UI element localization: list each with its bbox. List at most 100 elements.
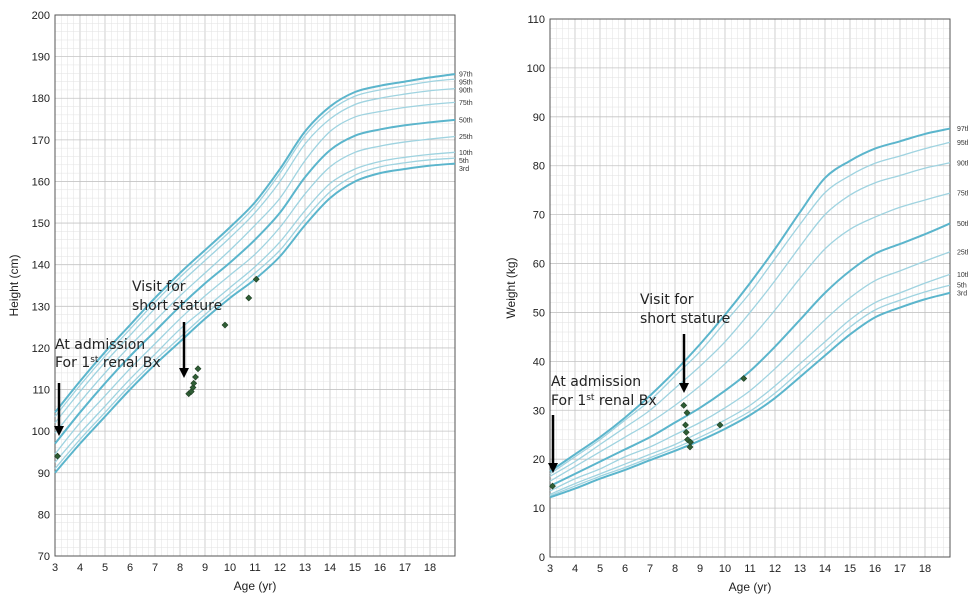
height-chart-percentile-label: 90th [459, 88, 473, 95]
height-chart-arrow-admission-head [54, 426, 64, 436]
height-chart-curve-97th [54, 73, 456, 414]
height-chart-y-tick-label: 190 [32, 52, 50, 64]
height-chart-x-axis-label: Age (yr) [234, 579, 277, 593]
height-chart-y-tick-label: 70 [38, 551, 50, 563]
weight-chart-percentile-label: 95th [957, 140, 968, 147]
height-chart-arrow-visit-head [179, 368, 189, 378]
height-chart-percentile-label: 97th [459, 72, 473, 79]
weight-chart-y-axis-label: Weight (kg) [504, 257, 518, 318]
height-chart-x-tick-label: 14 [324, 562, 336, 574]
height-chart-annotation-visit-line1: Visit for [132, 279, 186, 295]
weight-chart-x-tick-label: 15 [844, 563, 856, 575]
weight-chart-x-tick-label: 12 [769, 563, 781, 575]
height-chart-percentile-label: 25th [459, 134, 473, 141]
height-chart-grid [54, 14, 456, 557]
height-chart-curve-5th [54, 157, 456, 470]
weight-chart-x-ticks: 3 4 5 6 7 8 9 10 11 12 13 14 15 16 17 18 [547, 563, 931, 575]
height-chart-y-tick-label: 150 [32, 218, 50, 230]
weight-chart-x-tick-label: 11 [744, 563, 755, 575]
height-chart-y-tick-label: 100 [32, 426, 50, 438]
weight-chart-x-tick-label: 10 [719, 563, 731, 575]
height-chart-y-tick-label: 160 [32, 176, 50, 188]
weight-chart-x-tick-label: 16 [869, 563, 881, 575]
height-chart-data-point [192, 373, 199, 381]
weight-chart-data-point [683, 409, 691, 417]
height-chart-x-tick-label: 7 [152, 562, 158, 574]
height-chart-y-tick-label: 110 [32, 385, 50, 397]
height-chart-curve-50th [54, 118, 456, 445]
weight-chart-y-tick-label: 60 [533, 259, 545, 271]
weight-chart-y-tick-label: 110 [527, 14, 545, 26]
weight-chart-x-axis-label: Age (yr) [729, 580, 772, 594]
height-chart-x-tick-label: 16 [374, 562, 386, 574]
height-chart-percentile-label: 3rd [459, 166, 469, 173]
weight-chart-x-tick-label: 8 [672, 563, 678, 575]
weight-chart-arrow-visit-head [679, 383, 689, 393]
height-chart-x-tick-label: 17 [399, 562, 411, 574]
height-chart-y-tick-label: 140 [32, 260, 50, 272]
weight-chart-percentile-label: 90th [957, 160, 968, 167]
weight-chart-y-tick-label: 70 [533, 210, 545, 222]
height-chart-frame [54, 14, 456, 557]
weight-chart-curve-50th [549, 222, 951, 487]
height-chart-y-tick-label: 120 [32, 343, 50, 355]
weight-chart-data-points [549, 375, 748, 490]
weight-chart-x-tick-label: 18 [919, 563, 931, 575]
weight-chart-annotation-admission-line1: At admission [551, 374, 641, 390]
height-chart-x-ticks: 3 4 5 6 7 8 9 10 11 12 13 14 15 16 17 18 [52, 562, 436, 574]
weight-chart-curve-95th [549, 141, 951, 475]
weight-chart-x-tick-label: 17 [894, 563, 906, 575]
weight-chart-percentile-label: 97th [957, 126, 968, 133]
height-chart-y-tick-label: 80 [38, 509, 50, 521]
height-chart-x-tick-label: 8 [177, 562, 183, 574]
height-chart-annotation-admission-line2: For 1st renal Bx [55, 355, 161, 371]
weight-chart-x-tick-label: 4 [572, 563, 578, 575]
weight-chart-curve-75th [549, 192, 951, 482]
height-chart-y-axis-label: Height (cm) [7, 254, 21, 316]
weight-chart-x-tick-label: 9 [697, 563, 703, 575]
weight-chart-data-point [680, 401, 688, 409]
weight-chart-curve-25th [549, 251, 951, 492]
height-chart-x-tick-label: 4 [77, 562, 83, 574]
weight-chart-curve-97th [549, 127, 951, 473]
weight-chart-y-tick-label: 10 [533, 503, 545, 515]
weight-chart-percentile-curves [549, 127, 951, 499]
height-chart-x-tick-label: 6 [127, 562, 133, 574]
weight-chart-arrow-admission-head [548, 463, 558, 473]
weight-chart-annotation-visit-line1: Visit for [640, 292, 694, 308]
weight-chart-percentile-label: 3rd [957, 291, 967, 298]
height-chart-annotation-visit-line2: short stature [132, 298, 222, 314]
weight-chart-data-point [682, 428, 690, 436]
weight-chart-y-ticks: 0 10 20 30 40 50 60 70 80 90 100 110 [527, 14, 545, 564]
height-chart-x-tick-label: 15 [349, 562, 361, 574]
height-chart-y-tick-label: 180 [32, 93, 50, 105]
height-chart-x-tick-label: 5 [102, 562, 108, 574]
height-chart-y-tick-label: 170 [32, 135, 50, 147]
weight-chart-curve-10th [549, 273, 951, 495]
weight-chart-percentile-label: 25th [957, 249, 968, 256]
weight-chart-percentile-label: 5th [957, 283, 967, 290]
height-chart-x-tick-label: 10 [224, 562, 236, 574]
weight-chart-y-tick-label: 90 [533, 112, 545, 124]
height-chart-percentile-label: 75th [459, 100, 473, 107]
height-chart-curve-75th [54, 101, 456, 434]
height-chart-x-tick-label: 9 [202, 562, 208, 574]
height-chart-curve-90th [54, 88, 456, 424]
height-chart-y-tick-label: 90 [38, 468, 50, 480]
weight-chart-x-tick-label: 6 [622, 563, 628, 575]
weight-chart-y-tick-label: 50 [533, 307, 545, 319]
height-chart-annotation-admission-line1: At admission [55, 337, 145, 353]
weight-chart-data-point [549, 482, 556, 490]
height-chart-data-point [194, 365, 202, 373]
height-chart-data-point [190, 379, 198, 387]
weight-chart-data-point [740, 375, 748, 382]
height-chart-data-point [252, 275, 260, 283]
weight-chart-percentile-label: 10th [957, 272, 968, 279]
height-chart-percentile-label: 50th [459, 117, 473, 124]
weight-chart-frame [549, 18, 951, 558]
height-chart-y-ticks: 70 80 90 100 110 120 130 140 150 160 170 180 190 200 [32, 10, 50, 563]
